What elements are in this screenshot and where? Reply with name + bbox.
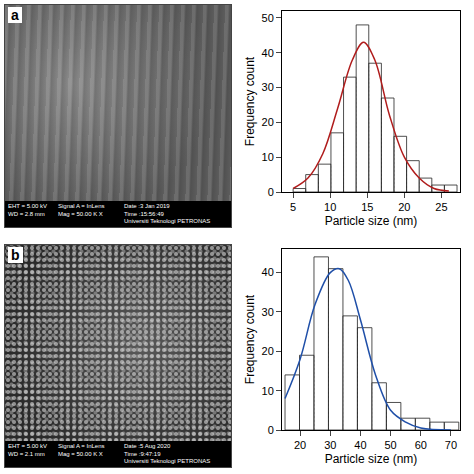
- svg-text:20: 20: [398, 201, 410, 213]
- svg-text:50: 50: [262, 12, 274, 24]
- svg-text:0: 0: [268, 186, 274, 198]
- svg-text:10: 10: [262, 385, 274, 397]
- svg-text:20: 20: [262, 345, 274, 357]
- svg-text:40: 40: [262, 266, 274, 278]
- html-text:Mag = 50.00 K X: Mag = 50.00 K X: [58, 210, 103, 217]
- html-text:Signal A = InLens: Signal A = InLens: [58, 203, 105, 209]
- html-text:Mag = 50.00 K X: Mag = 50.00 K X: [58, 450, 103, 457]
- svg-text:25: 25: [435, 201, 447, 213]
- html-text:Date :5 Aug 2020: Date :5 Aug 2020: [124, 443, 171, 449]
- svg-text:5: 5: [290, 201, 296, 213]
- svg-text:Frequency count: Frequency count: [243, 56, 257, 146]
- html-text:WD = 2.8 mm: WD = 2.8 mm: [8, 210, 45, 217]
- svg-text:70: 70: [445, 439, 457, 451]
- html-text:a: a: [11, 7, 19, 23]
- svg-text:50: 50: [384, 439, 396, 451]
- html-text:EHT = 5.00 kV: EHT = 5.00 kV: [8, 203, 48, 209]
- html-text:Signal A = InLens: Signal A = InLens: [58, 443, 105, 449]
- html-text:WD = 2.1 mm: WD = 2.1 mm: [8, 450, 45, 457]
- svg-text:40: 40: [262, 47, 274, 59]
- html-text:Time :9:47:19: Time :9:47:19: [124, 450, 161, 457]
- html-text:Time :15:56:49: Time :15:56:49: [124, 210, 164, 217]
- svg-text:60: 60: [415, 439, 427, 451]
- html-text:Universiti Teknologi PETRONAS: Universiti Teknologi PETRONAS: [124, 218, 211, 224]
- svg-text:30: 30: [262, 81, 274, 93]
- svg-text:20: 20: [262, 116, 274, 128]
- svg-text:Particle size (nm): Particle size (nm): [325, 452, 418, 466]
- html-text:Date :3 Jan 2019: Date :3 Jan 2019: [124, 203, 170, 209]
- svg-text:15: 15: [361, 201, 373, 213]
- svg-text:20: 20: [294, 439, 306, 451]
- svg-text:10: 10: [324, 201, 336, 213]
- svg-text:10: 10: [262, 151, 274, 163]
- html-text:EHT = 5.00 kV: EHT = 5.00 kV: [8, 443, 48, 449]
- svg-text:0: 0: [268, 424, 274, 436]
- svg-text:30: 30: [324, 439, 336, 451]
- html-text:Universiti Teknologi PETRONAS: Universiti Teknologi PETRONAS: [124, 458, 211, 464]
- html-text:b: b: [11, 247, 20, 263]
- svg-text:Particle size (nm): Particle size (nm): [325, 214, 418, 228]
- svg-text:30: 30: [262, 306, 274, 318]
- svg-text:40: 40: [354, 439, 366, 451]
- svg-text:Frequency count: Frequency count: [243, 294, 257, 384]
